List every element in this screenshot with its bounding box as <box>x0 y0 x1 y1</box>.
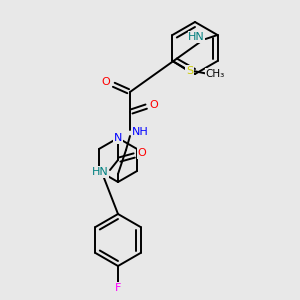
Text: O: O <box>138 148 146 158</box>
Text: CH₃: CH₃ <box>206 69 225 79</box>
Text: F: F <box>115 283 121 293</box>
Text: HN: HN <box>92 167 108 177</box>
Text: O: O <box>102 77 110 87</box>
Text: HN: HN <box>188 32 205 42</box>
Text: N: N <box>114 133 122 143</box>
Text: NH: NH <box>132 127 148 137</box>
Text: O: O <box>150 100 158 110</box>
Text: S: S <box>186 66 193 76</box>
